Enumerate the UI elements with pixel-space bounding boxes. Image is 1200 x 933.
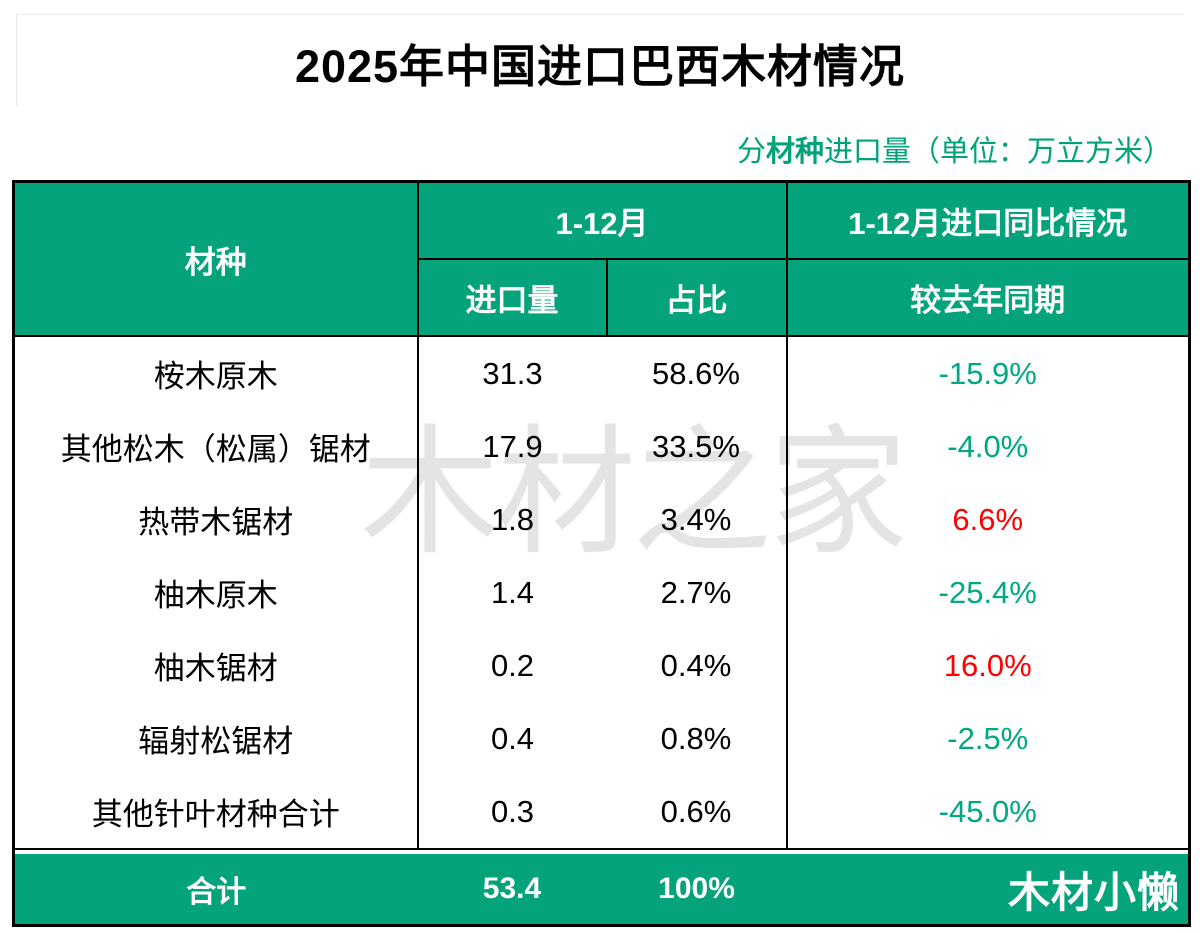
header-period: 1-12月 — [417, 181, 788, 260]
subtitle-prefix: 分 — [736, 136, 766, 168]
yoy-cell: -4.0% — [947, 428, 1029, 464]
share-cell: 0.8% — [606, 702, 788, 775]
card-border-left — [16, 14, 17, 106]
share-cell: 58.6% — [606, 336, 788, 410]
species-cell: 柚木锯材 — [13, 629, 419, 702]
import-data-table: 材种 1-12月 1-12月进口同比情况 进口量 占比 较去年同期 桉木原木 3… — [12, 180, 1192, 927]
data-table-zone: 木材之家 材种 1-12月 1-12月进口同比情况 进口量 占比 较去年同期 桉… — [12, 180, 1192, 927]
brand-name: 木材小懒 — [786, 854, 1190, 926]
table-row: 热带木锯材 1.8 3.4% 6.6% — [13, 483, 1190, 556]
total-row: 合计 53.4 100% 木材小懒 — [13, 854, 1190, 926]
import-volume-cell: 1.4 — [490, 574, 535, 610]
total-import-volume: 53.4 — [417, 854, 607, 926]
card-border-top — [16, 14, 1184, 15]
import-volume-cell: 0.2 — [490, 647, 535, 683]
header-row-1: 材种 1-12月 1-12月进口同比情况 — [13, 181, 1190, 337]
share-cell: 0.4% — [606, 629, 788, 702]
species-cell: 其他松木（松属）锯材 — [13, 410, 419, 483]
header-row-2: 进口量 占比 较去年同期 — [14, 259, 1190, 337]
share-cell: 2.7% — [606, 556, 788, 629]
species-cell: 其他针叶材种合计 — [13, 775, 419, 849]
share-cell: 3.4% — [606, 483, 788, 556]
yoy-cell: 16.0% — [943, 647, 1032, 683]
share-cell: 33.5% — [606, 410, 788, 483]
table-row: 其他松木（松属）锯材 17.9 33.5% -4.0% — [13, 410, 1190, 483]
footer-separator — [13, 848, 1190, 854]
yoy-cell: -45.0% — [938, 793, 1037, 829]
total-share: 100% — [606, 854, 787, 926]
species-cell: 辐射松锯材 — [13, 702, 419, 775]
page-title: 2025年中国进口巴西木材情况 — [294, 41, 906, 92]
species-cell: 桉木原木 — [13, 336, 419, 410]
species-cell: 热带木锯材 — [13, 483, 419, 556]
yoy-cell: 6.6% — [952, 501, 1024, 537]
table-row: 柚木原木 1.4 2.7% -25.4% — [13, 556, 1190, 629]
import-volume-cell: 31.3 — [482, 355, 543, 391]
table-row: 辐射松锯材 0.4 0.8% -2.5% — [13, 702, 1190, 775]
table-row: 柚木锯材 0.2 0.4% 16.0% — [13, 629, 1190, 702]
total-label: 合计 — [13, 854, 418, 926]
share-cell: 0.6% — [606, 775, 788, 849]
subtitle: 分材种进口量（单位：万立方米） — [737, 128, 1172, 170]
yoy-cell: -25.4% — [938, 574, 1037, 610]
subtitle-suffix: 进口量（单位：万立方米） — [823, 136, 1172, 168]
header-yoy-group: 1-12月进口同比情况 — [786, 181, 1190, 260]
header-import-volume: 进口量 — [417, 259, 608, 337]
species-cell: 柚木原木 — [13, 556, 419, 629]
header-share: 占比 — [606, 259, 788, 337]
import-volume-cell: 17.9 — [482, 428, 543, 464]
header-yoy: 较去年同期 — [786, 259, 1190, 337]
import-volume-cell: 0.3 — [490, 793, 535, 829]
import-volume-cell: 0.4 — [490, 720, 535, 756]
yoy-cell: -2.5% — [947, 720, 1029, 756]
subtitle-bold: 材种 — [765, 136, 824, 168]
yoy-cell: -15.9% — [938, 355, 1037, 391]
import-volume-cell: 1.8 — [490, 501, 535, 537]
table-row: 其他针叶材种合计 0.3 0.6% -45.0% — [13, 775, 1190, 849]
header-species: 材种 — [13, 181, 419, 337]
table-row: 桉木原木 31.3 58.6% -15.9% — [13, 336, 1190, 410]
